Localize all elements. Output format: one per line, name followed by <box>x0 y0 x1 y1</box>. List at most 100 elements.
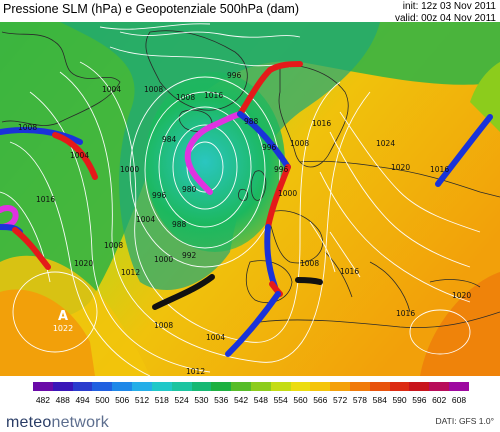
isobar-1004-north <box>109 46 291 68</box>
geopotential-colorbar <box>33 382 469 391</box>
colorbar-swatch-524 <box>171 382 192 391</box>
italy-coast <box>324 251 353 298</box>
colorbar-label-572: 572 <box>333 395 348 405</box>
colorbar-swatch-488 <box>52 382 73 391</box>
colorbar-label-566: 566 <box>313 395 328 405</box>
colorbar-label-578: 578 <box>352 395 367 405</box>
high-value: 1022 <box>53 324 73 333</box>
colorbar-label-590: 590 <box>392 395 407 405</box>
map-title: Pressione SLM (hPa) e Geopotenziale 500h… <box>3 2 299 16</box>
label-1008-c: 1008 <box>18 123 37 132</box>
colorbar-swatch-548 <box>250 382 271 391</box>
stationary-front-atlantic <box>152 274 215 310</box>
run-info: init: 12z 03 Nov 2011 valid: 00z 04 Nov … <box>395 1 496 25</box>
map-canvas: 1016 996 1008 1008 1004 1008 1004 1000 9… <box>0 22 500 376</box>
cold-front-east <box>435 114 493 187</box>
isobar-1024-east <box>319 171 471 303</box>
colorbar-swatch-506 <box>112 382 133 391</box>
label-1008-d: 1008 <box>104 241 123 250</box>
label-1008-e: 1008 <box>154 321 173 330</box>
greenland-east-coast <box>145 30 248 111</box>
high-label: A <box>58 309 68 324</box>
colorbar-swatch-602 <box>429 382 450 391</box>
fronts <box>0 61 493 357</box>
colorbar-swatch-494 <box>72 382 93 391</box>
isobar-1016-alps <box>309 221 336 273</box>
greenland-coast <box>1 31 121 126</box>
isobar-1016-se <box>409 309 471 355</box>
label-1016-n: 1016 <box>204 91 223 100</box>
ne-green <box>470 62 500 132</box>
colorbar-swatch-596 <box>409 382 430 391</box>
green-zone <box>0 22 500 322</box>
baltic-coast <box>299 160 500 198</box>
colorbar-swatch-530 <box>191 382 212 391</box>
colorbar-label-512: 512 <box>134 395 150 405</box>
label-1008-f: 1008 <box>290 139 309 148</box>
colorbar-swatch-590 <box>389 382 410 391</box>
colorbar-ticks: 482 488 494 500 506 512 518 524 530 536 542 548 554 5… <box>33 395 469 405</box>
label-1012-b: 1012 <box>186 367 205 376</box>
colorbar-label-500: 500 <box>95 395 110 405</box>
colorbar-label-596: 596 <box>412 395 427 405</box>
warm-front-central <box>265 164 291 230</box>
label-1008-g: 1008 <box>300 259 319 268</box>
france-coast <box>269 210 323 264</box>
init-time: init: 12z 03 Nov 2011 <box>402 1 496 12</box>
warm-front-west <box>52 132 98 180</box>
label-992-s: 992 <box>182 251 197 260</box>
label-1016-h: 1016 <box>396 309 415 318</box>
colorbar-label-482: 482 <box>35 395 50 405</box>
isobar-1012 <box>9 141 151 376</box>
label-1016-e: 1016 <box>430 165 449 174</box>
meteonetwork-logo: meteonetwork <box>6 414 109 432</box>
colorbar-swatch-554 <box>270 382 291 391</box>
colorbar-label-548: 548 <box>253 395 268 405</box>
label-1004-b: 1004 <box>70 151 89 160</box>
isobar-1012-north <box>99 23 211 30</box>
isobar-992 <box>144 91 266 249</box>
isobar-1020-east <box>329 131 471 268</box>
isobar-1008-north <box>119 31 301 38</box>
label-1008-b: 1008 <box>176 93 195 102</box>
colorbar-swatch-500 <box>92 382 113 391</box>
colorbar-label-608: 608 <box>451 395 467 405</box>
data-credit: DATI: GFS 1.0° <box>435 416 494 426</box>
colorbar-swatch-608 <box>449 382 469 391</box>
occluded-front-low <box>184 111 243 195</box>
label-988-n: 988 <box>244 117 259 126</box>
balkans-coast <box>369 261 411 313</box>
colorbar-label-536: 536 <box>214 395 229 405</box>
weather-map: 1016 996 1008 1008 1004 1008 1004 1000 9… <box>0 22 500 376</box>
label-1000-b: 1000 <box>154 255 173 264</box>
scandinavia-coast <box>278 65 349 168</box>
label-1000-c: 1000 <box>278 189 297 198</box>
warm-front-sw <box>12 227 51 270</box>
logo-text-left: meteo <box>6 414 52 431</box>
label-1012-a: 1012 <box>121 268 140 277</box>
label-988-s: 988 <box>172 220 187 229</box>
colorbar-swatch-584 <box>369 382 390 391</box>
colorbar-swatch-518 <box>151 382 172 391</box>
isobar-1000 <box>79 61 341 343</box>
azores-orange <box>0 289 95 376</box>
cold-front-north <box>237 111 291 170</box>
high-pressure-center: A 1022 <box>53 309 73 333</box>
warm-front-north <box>237 61 303 117</box>
label-1000-a: 1000 <box>120 165 139 174</box>
label-984-a: 984 <box>162 135 177 144</box>
label-1024-n: 1024 <box>376 139 395 148</box>
colorbar-label-494: 494 <box>75 395 90 405</box>
east-orange <box>420 272 500 376</box>
label-1016-w: 1016 <box>36 195 55 204</box>
label-1004-a: 1004 <box>102 85 121 94</box>
label-996-f: 996 <box>274 165 289 174</box>
colorbar-label-560: 560 <box>293 395 308 405</box>
cold-front-west <box>0 127 83 145</box>
isobar-996 <box>129 76 281 268</box>
isobar-labels: 1016 996 1008 1008 1004 1008 1004 1000 9… <box>18 71 471 376</box>
north-africa-coast <box>259 311 500 328</box>
label-1008-a: 1008 <box>144 85 163 94</box>
label-1020-e: 1020 <box>391 163 410 172</box>
colorbar-swatch-560 <box>290 382 311 391</box>
